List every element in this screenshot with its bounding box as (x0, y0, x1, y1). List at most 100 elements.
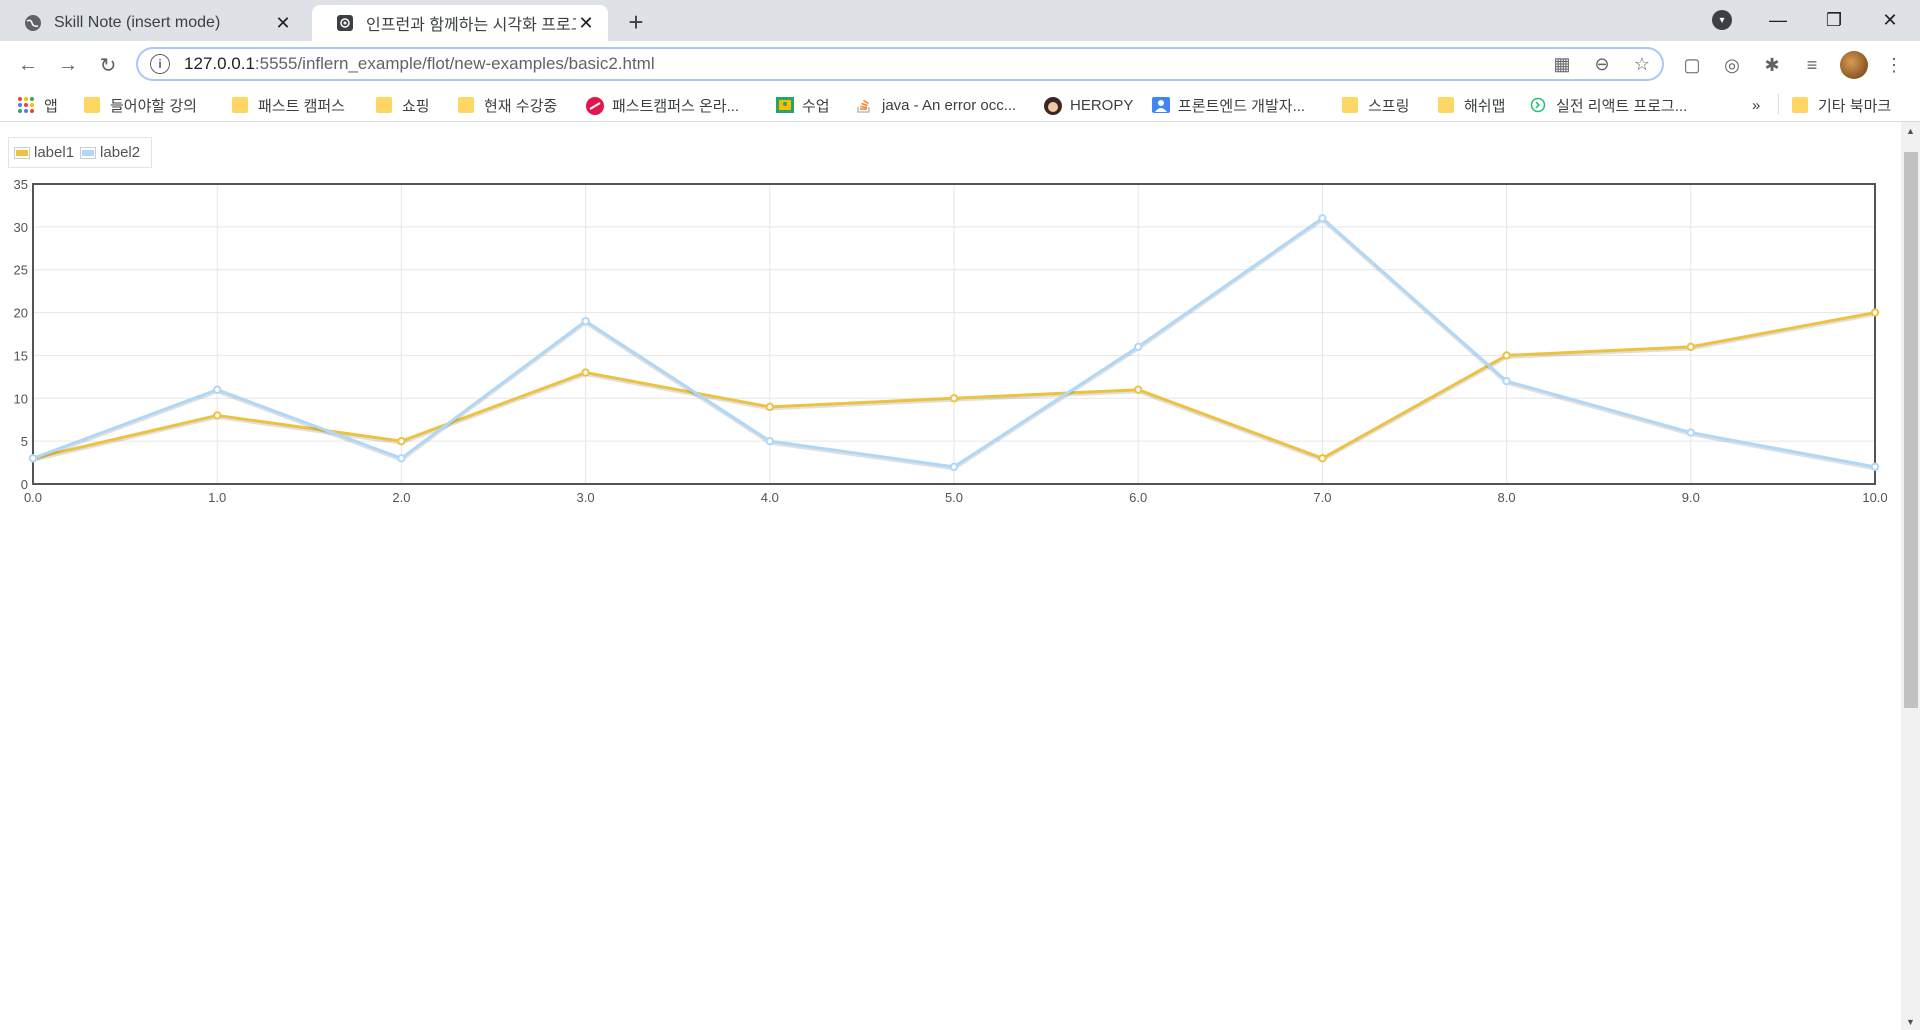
back-icon[interactable]: ← (18, 53, 38, 76)
chart-legend: label1 label2 (8, 137, 153, 168)
reload-icon[interactable]: ↻ (99, 54, 117, 77)
legend-item-label1: label1 (14, 144, 74, 161)
new-tab-button[interactable]: + (628, 6, 644, 37)
data-point-label2 (1134, 342, 1143, 352)
bookmarks-overflow-button[interactable]: » (1752, 96, 1761, 114)
qr-code-icon[interactable]: ▦ (1553, 53, 1571, 74)
data-point-label2 (28, 454, 38, 463)
extension-2-icon[interactable]: ◎ (1724, 54, 1740, 75)
data-point-label2 (1502, 376, 1511, 386)
x-tick-label: 7.0 (1313, 490, 1331, 505)
folder-icon (1342, 97, 1358, 113)
apps-grid-icon (18, 97, 34, 113)
scroll-down-icon[interactable]: ▼ (1906, 1016, 1915, 1027)
puzzle-icon[interactable]: ✱ (1764, 54, 1780, 75)
minimize-icon[interactable]: — (1769, 10, 1787, 30)
bookmark-other[interactable]: 기타 북마크 (1792, 94, 1891, 116)
tab-strip: Skill Note (insert mode) ✕ 인프런과 함께하는 시각화… (0, 0, 1920, 41)
close-icon[interactable]: ✕ (578, 12, 594, 33)
forward-icon[interactable]: → (58, 53, 78, 76)
data-point-label2 (1870, 462, 1880, 472)
address-bar[interactable]: i 127.0.0.1:5555/inflern_example/flot/ne… (136, 47, 1664, 81)
classroom-icon (776, 97, 794, 113)
media-queue-icon[interactable]: ≡ (1806, 54, 1818, 75)
y-tick-label: 10 (14, 391, 28, 406)
bookmark-folder[interactable]: 들어야할 강의 (84, 94, 197, 116)
folder-icon (458, 97, 474, 113)
window-close-icon[interactable]: ✕ (1882, 10, 1898, 30)
legend-swatch (14, 146, 30, 159)
page-scrollbar[interactable]: ▲ ▼ (1901, 122, 1920, 1030)
x-tick-label: 8.0 (1498, 490, 1516, 505)
globe-icon (24, 14, 42, 32)
x-tick-label: 2.0 (392, 490, 410, 505)
stackoverflow-icon (856, 97, 872, 113)
tab-title: Skill Note (insert mode) (54, 14, 221, 31)
x-tick-label: 1.0 (208, 490, 226, 505)
data-point-label1 (1134, 385, 1143, 394)
star-icon[interactable]: ☆ (1633, 53, 1651, 74)
site-info-icon[interactable]: i (150, 54, 170, 74)
x-tick-label: 3.0 (577, 490, 595, 505)
bookmark-folder[interactable]: 패스트 캠퍼스 (232, 94, 345, 116)
bookmark-folder[interactable]: 해쉬맵 (1438, 94, 1505, 116)
y-tick-label: 15 (14, 348, 28, 363)
bookmark-folder[interactable]: 쇼핑 (376, 94, 430, 116)
y-tick-label: 5 (21, 434, 28, 449)
data-point-label1 (213, 411, 222, 420)
y-tick-label: 0 (21, 477, 28, 492)
restore-icon[interactable]: ❐ (1825, 10, 1843, 30)
browser-toolbar: ← → ↻ i 127.0.0.1:5555/inflern_example/f… (0, 41, 1920, 88)
data-point-label2 (581, 316, 590, 326)
bookmark-heropy[interactable]: HEROPY (1044, 94, 1133, 116)
data-point-label1 (397, 436, 406, 446)
data-point-label1 (581, 368, 590, 377)
bookmark-stackoverflow[interactable]: java - An error occ... (856, 94, 1016, 116)
folder-icon (1792, 97, 1808, 113)
bookmark-class[interactable]: 수업 (776, 94, 830, 116)
tab-inflearn[interactable]: 인프런과 함께하는 시각화 프로그 ✕ (312, 5, 608, 41)
bookmark-divider (1778, 94, 1779, 114)
bookmarks-bar: 앱 들어야할 강의 패스트 캠퍼스 쇼핑 현재 수강중 패스트캠퍼스 온라...… (0, 88, 1920, 122)
y-tick-label: 30 (14, 220, 28, 235)
x-tick-label: 4.0 (761, 490, 779, 505)
data-point-label2 (397, 454, 406, 463)
tab-skill-note[interactable]: Skill Note (insert mode) ✕ (0, 5, 305, 41)
tab-search-icon[interactable]: ▾ (1712, 10, 1732, 30)
folder-icon (232, 97, 248, 113)
folder-icon (84, 97, 100, 113)
data-point-label1 (1686, 342, 1696, 352)
avatar[interactable] (1840, 51, 1868, 79)
zoom-out-icon[interactable]: ⊖ (1594, 53, 1610, 74)
data-point-label1 (1870, 308, 1880, 317)
bookmark-fastcampus[interactable]: 패스트캠퍼스 온라... (586, 94, 739, 116)
bookmark-folder[interactable]: 스프링 (1342, 94, 1409, 116)
inflearn-icon (1530, 97, 1546, 113)
legend-item-label2: label2 (80, 144, 140, 161)
bookmark-folder[interactable]: 현재 수강중 (458, 94, 557, 116)
tab-title: 인프런과 함께하는 시각화 프로그 (366, 17, 576, 34)
line-chart: 0.0 1.0 2.0 3.0 4.0 5.0 6.0 7.0 8.0 9.0 10.0 0 5 10 15… (14, 177, 1888, 505)
data-point-label1 (1502, 351, 1511, 360)
folder-icon (376, 97, 392, 113)
data-point-label2 (1318, 214, 1327, 223)
bookmark-frontend[interactable]: 프론트엔드 개발자... (1152, 94, 1305, 116)
scroll-up-icon[interactable]: ▲ (1906, 125, 1915, 136)
data-point-label1 (765, 402, 774, 412)
url-text[interactable]: 127.0.0.1:5555/inflern_example/flot/new-… (184, 54, 655, 73)
close-icon[interactable]: ✕ (275, 12, 291, 33)
menu-icon[interactable]: ⋮ (1885, 54, 1903, 75)
bookmark-inflearn[interactable]: 실전 리액트 프로그... (1530, 94, 1687, 116)
x-tick-label: 10.0 (1862, 490, 1887, 505)
x-tick-label: 6.0 (1129, 490, 1147, 505)
plot-border (32, 183, 1876, 485)
x-tick-label: 5.0 (945, 490, 963, 505)
bookmark-apps[interactable]: 앱 (18, 94, 58, 116)
heropy-avatar-icon (1044, 97, 1062, 115)
data-point-label2 (213, 385, 222, 394)
extension-icon[interactable]: ▢ (1683, 54, 1701, 75)
scroll-thumb[interactable] (1904, 152, 1918, 708)
legend-swatch (80, 146, 97, 159)
contact-icon (1152, 97, 1170, 113)
data-point-label2 (1686, 428, 1696, 437)
